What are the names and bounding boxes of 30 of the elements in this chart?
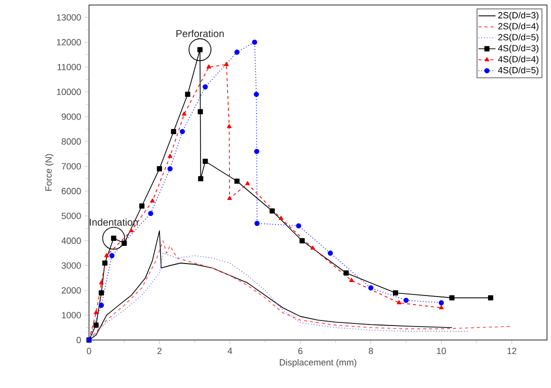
legend-label: 4S(D/d=5): [498, 66, 538, 76]
x-tick-label: 6: [298, 348, 302, 354]
y-axis-title: Force (N): [45, 154, 54, 191]
y-tick-label: 3000: [62, 262, 81, 269]
y-tick-label: 11000: [58, 64, 81, 70]
y-tick-label: 5000: [62, 212, 81, 220]
y-tick-label: 8000: [62, 138, 81, 145]
y-tick-label: 7000: [62, 163, 81, 170]
legend-label: 4S(D/d=3): [498, 44, 538, 54]
x-tick-label: 10: [437, 348, 446, 354]
legend-label: 4S(D/d=4): [498, 56, 538, 64]
x-tick-label: 0: [86, 348, 92, 354]
legend-label: 2S(D/d=3): [498, 12, 538, 20]
legend-label: 2S(D/d=5): [498, 34, 538, 42]
y-tick-label: 9000: [62, 113, 81, 120]
x-tick-label: 4: [228, 348, 232, 354]
y-tick-label: 6000: [62, 188, 81, 194]
y-tick-label: 0: [76, 336, 81, 344]
y-tick-label: 12000: [56, 39, 81, 46]
x-tick-label: 2: [157, 348, 162, 354]
annotation: Perforation: [176, 30, 224, 38]
x-tick-label: 8: [368, 348, 373, 354]
legend-label: 2S(D/d=4): [498, 22, 538, 32]
y-tick-label: 13000: [56, 14, 81, 21]
x-tick-label: 12: [507, 348, 516, 354]
y-tick-label: 2000: [62, 287, 81, 294]
x-axis-title: Displacement (mm): [280, 358, 356, 368]
y-tick-label: 4000: [61, 238, 81, 244]
y-tick-label: 10000: [56, 88, 81, 96]
y-tick-label: 1000: [62, 312, 81, 318]
